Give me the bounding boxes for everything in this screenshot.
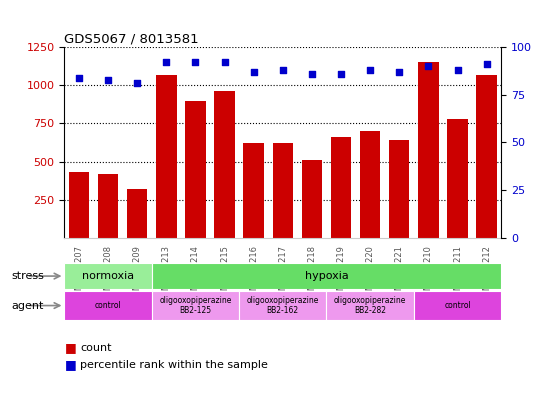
Bar — [214, 92, 235, 238]
Bar — [152, 263, 501, 289]
Point — [104, 76, 113, 83]
Point — [220, 59, 229, 66]
Text: ■: ■ — [64, 358, 76, 371]
Point — [424, 63, 433, 69]
Text: control: control — [444, 301, 471, 310]
Text: stress: stress — [11, 271, 44, 281]
Point — [307, 71, 316, 77]
Point — [366, 67, 375, 73]
Bar — [418, 62, 438, 238]
Point — [453, 67, 462, 73]
Bar — [152, 291, 239, 320]
Bar — [331, 137, 351, 238]
Bar — [64, 291, 152, 320]
Text: control: control — [95, 301, 122, 310]
Point — [191, 59, 200, 66]
Bar — [69, 172, 89, 238]
Text: agent: agent — [11, 301, 44, 310]
Bar — [156, 75, 176, 238]
Bar — [64, 263, 152, 289]
Bar — [360, 131, 380, 238]
Bar — [239, 291, 326, 320]
Point — [278, 67, 287, 73]
Text: oligooxopiperazine
BB2-162: oligooxopiperazine BB2-162 — [246, 296, 319, 315]
Text: hypoxia: hypoxia — [305, 271, 348, 281]
Point — [133, 80, 142, 86]
Point — [74, 75, 83, 81]
Text: percentile rank within the sample: percentile rank within the sample — [80, 360, 268, 370]
Text: oligooxopiperazine
BB2-282: oligooxopiperazine BB2-282 — [334, 296, 407, 315]
Text: normoxia: normoxia — [82, 271, 134, 281]
Bar — [127, 189, 147, 238]
Bar — [273, 143, 293, 238]
Point — [337, 71, 346, 77]
Text: ■: ■ — [64, 341, 76, 354]
Point — [249, 69, 258, 75]
Bar — [244, 143, 264, 238]
Bar — [414, 291, 501, 320]
Bar — [98, 174, 118, 238]
Bar — [389, 140, 409, 238]
Bar — [185, 101, 206, 238]
Bar — [326, 291, 414, 320]
Bar — [302, 160, 322, 238]
Point — [395, 69, 404, 75]
Text: count: count — [80, 343, 111, 353]
Point — [482, 61, 491, 68]
Text: oligooxopiperazine
BB2-125: oligooxopiperazine BB2-125 — [159, 296, 232, 315]
Bar — [477, 75, 497, 238]
Bar — [447, 119, 468, 238]
Text: GDS5067 / 8013581: GDS5067 / 8013581 — [64, 33, 199, 46]
Point — [162, 59, 171, 66]
